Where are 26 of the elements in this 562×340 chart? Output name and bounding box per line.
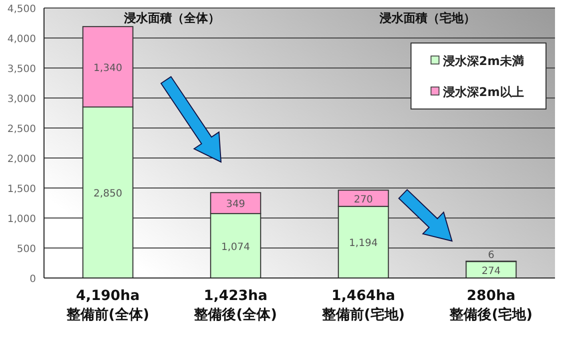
- data-label: 349: [226, 199, 246, 210]
- legend-label: 浸水深2m未満: [442, 54, 524, 68]
- x-tick-label: 1,423ha 整備後(全体): [193, 288, 278, 323]
- y-tick-label: 1,500: [7, 184, 36, 195]
- y-tick-label: 3,000: [7, 94, 36, 105]
- data-label: 274: [482, 266, 501, 277]
- y-tick-label: 4,500: [7, 4, 36, 15]
- y-tick-label: 0: [30, 274, 36, 285]
- data-label: 1,340: [94, 62, 122, 74]
- annotation: 浸水面積（全体）: [122, 11, 220, 25]
- y-tick-label: 1,000: [7, 214, 36, 225]
- data-label: 1,194: [349, 238, 378, 250]
- y-tick-label: 2,000: [7, 154, 36, 165]
- x-tick-label: 1,464ha 整備前(宅地): [320, 288, 405, 323]
- y-tick-label: 4,000: [7, 34, 36, 45]
- data-label: 270: [354, 194, 373, 206]
- y-tick-label: 2,500: [7, 124, 36, 135]
- x-tick-label: 4,190ha 整備前(全体): [65, 288, 150, 323]
- data-label: 2,850: [94, 188, 122, 200]
- y-tick-label: 500: [16, 244, 36, 255]
- legend-label: 浸水深2m以上: [442, 85, 524, 99]
- annotation: 浸水面積（宅地）: [378, 11, 476, 25]
- data-label: 1,074: [221, 242, 250, 253]
- data-label: 6: [488, 250, 494, 262]
- y-tick-label: 3,500: [7, 64, 36, 75]
- x-tick-label: 280ha 整備後(宅地): [448, 288, 533, 323]
